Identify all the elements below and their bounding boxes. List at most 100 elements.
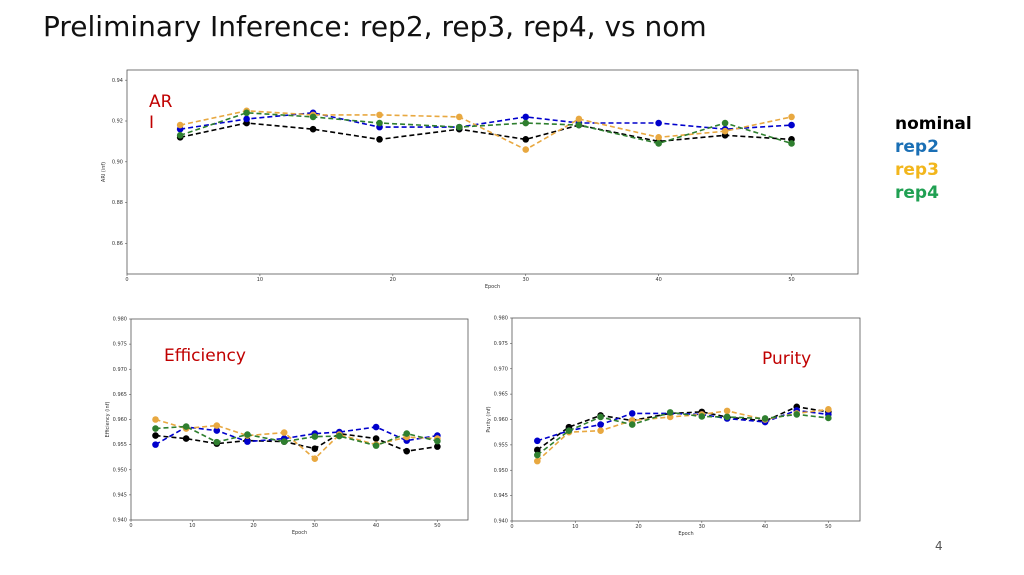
chart-ari: 0 10 20 30 40 50 0.86 0.88 0.90 0.92 0.94 Epoch ARI … bbox=[101, 69, 859, 290]
legend-item-nominal: nominal bbox=[895, 114, 972, 134]
x-tick-label: 0 bbox=[125, 277, 128, 283]
x-tick-label: 20 bbox=[635, 524, 641, 530]
series-line-rep3 bbox=[180, 109, 792, 151]
data-point-rep4 bbox=[213, 438, 221, 446]
y-tick-label: 0.975 bbox=[113, 342, 127, 348]
overlay-label-purity: Purity bbox=[762, 349, 811, 369]
x-tick-label: 10 bbox=[572, 524, 578, 530]
x-tick-label: 50 bbox=[434, 523, 440, 529]
data-point-rep3 bbox=[666, 413, 674, 421]
series-line-rep2 bbox=[155, 426, 438, 446]
series-line-nominal bbox=[155, 432, 438, 453]
x-tick-label: 20 bbox=[250, 523, 256, 529]
data-point-rep3 bbox=[522, 146, 530, 153]
x-tick-label: 20 bbox=[390, 277, 396, 283]
data-point-rep4 bbox=[721, 119, 729, 127]
series-line-rep4 bbox=[536, 411, 829, 456]
y-tick-label: 0.950 bbox=[494, 468, 508, 474]
y-tick-label: 0.940 bbox=[113, 518, 127, 524]
x-tick-label: 40 bbox=[373, 523, 379, 529]
series-line-rep3 bbox=[155, 418, 438, 460]
data-point-rep2 bbox=[534, 437, 541, 445]
data-point-nominal bbox=[434, 443, 441, 450]
data-point-rep3 bbox=[280, 429, 288, 436]
y-tick-label: 0.965 bbox=[113, 392, 127, 398]
x-tick-label: 50 bbox=[788, 277, 794, 283]
data-point-rep2 bbox=[244, 438, 251, 445]
data-point-rep4 bbox=[825, 414, 832, 422]
data-point-rep4 bbox=[311, 433, 319, 440]
y-tick-label: 0.90 bbox=[112, 159, 123, 165]
data-point-rep4 bbox=[761, 415, 769, 422]
x-tick-label: 50 bbox=[825, 524, 831, 530]
x-tick-label: 10 bbox=[189, 523, 195, 529]
data-point-rep3 bbox=[788, 113, 795, 121]
data-point-rep3 bbox=[721, 127, 729, 135]
y-tick-label: 0.960 bbox=[494, 417, 508, 423]
series-line-rep4 bbox=[179, 111, 792, 145]
plot-frame bbox=[126, 69, 859, 275]
data-point-rep4 bbox=[152, 425, 159, 432]
data-point-nominal bbox=[534, 446, 541, 454]
data-point-rep2 bbox=[243, 115, 250, 123]
x-tick-label: 0 bbox=[129, 523, 132, 529]
data-point-nominal bbox=[403, 447, 411, 455]
data-point-nominal bbox=[311, 445, 319, 452]
data-point-rep2 bbox=[628, 410, 636, 417]
chart-efficiency: 0 10 20 30 40 50 0.940 0.945 0.950 0.955 0.960 0.96… bbox=[105, 317, 469, 536]
data-point-rep4 bbox=[575, 121, 583, 129]
data-point-rep3 bbox=[376, 111, 383, 119]
data-point-rep4 bbox=[182, 423, 190, 430]
data-point-rep3 bbox=[655, 134, 662, 141]
data-point-rep4 bbox=[243, 109, 250, 117]
legend-item-rep3: rep3 bbox=[895, 160, 939, 180]
legend-item-rep4: rep4 bbox=[895, 183, 939, 203]
legend-item-rep2: rep2 bbox=[895, 137, 939, 157]
y-tick-label: 0.88 bbox=[112, 200, 123, 206]
y-tick-label: 0.950 bbox=[113, 467, 127, 473]
data-point-rep4 bbox=[280, 438, 288, 445]
x-tick-label: 0 bbox=[510, 524, 513, 530]
y-tick-label: 0.980 bbox=[113, 317, 127, 323]
data-point-rep4 bbox=[336, 432, 343, 440]
data-point-rep3 bbox=[176, 121, 184, 129]
x-axis-label: Epoch bbox=[678, 531, 693, 537]
data-point-rep4 bbox=[655, 140, 662, 147]
x-axis-label: Epoch bbox=[292, 530, 307, 536]
x-tick-label: 40 bbox=[655, 277, 661, 283]
legend: nominal rep2 rep3 rep4 bbox=[895, 113, 972, 205]
data-point-rep3 bbox=[455, 113, 463, 121]
data-point-rep3 bbox=[575, 115, 583, 123]
data-point-rep4 bbox=[788, 140, 795, 147]
data-point-nominal bbox=[309, 125, 317, 133]
y-tick-label: 0.940 bbox=[494, 519, 508, 525]
y-axis-label: Purity (inf) bbox=[486, 406, 492, 432]
data-point-rep4 bbox=[403, 430, 411, 437]
data-point-rep4 bbox=[176, 131, 184, 139]
data-point-rep2 bbox=[372, 423, 380, 431]
data-point-rep3 bbox=[825, 406, 832, 413]
y-tick-label: 0.94 bbox=[112, 78, 123, 84]
data-point-nominal bbox=[152, 432, 159, 439]
data-point-rep2 bbox=[522, 113, 530, 121]
data-point-rep3 bbox=[534, 457, 541, 465]
x-tick-label: 40 bbox=[762, 524, 768, 530]
series-line-rep3 bbox=[536, 408, 829, 462]
series-line-nominal bbox=[180, 122, 792, 143]
data-point-rep2 bbox=[213, 427, 221, 434]
data-point-nominal bbox=[182, 435, 190, 442]
data-point-rep4 bbox=[565, 427, 573, 434]
data-point-nominal bbox=[376, 136, 383, 143]
y-tick-label: 0.970 bbox=[113, 367, 127, 373]
data-point-rep4 bbox=[698, 413, 706, 420]
data-point-rep2 bbox=[152, 441, 159, 448]
x-tick-label: 30 bbox=[312, 523, 318, 529]
data-point-rep4 bbox=[534, 451, 541, 459]
x-axis-label: Epoch bbox=[485, 284, 500, 290]
data-point-rep3 bbox=[723, 407, 731, 415]
y-tick-label: 0.945 bbox=[494, 493, 508, 499]
data-point-nominal bbox=[372, 435, 380, 442]
y-tick-label: 0.955 bbox=[494, 442, 508, 448]
y-tick-label: 0.960 bbox=[113, 417, 127, 423]
